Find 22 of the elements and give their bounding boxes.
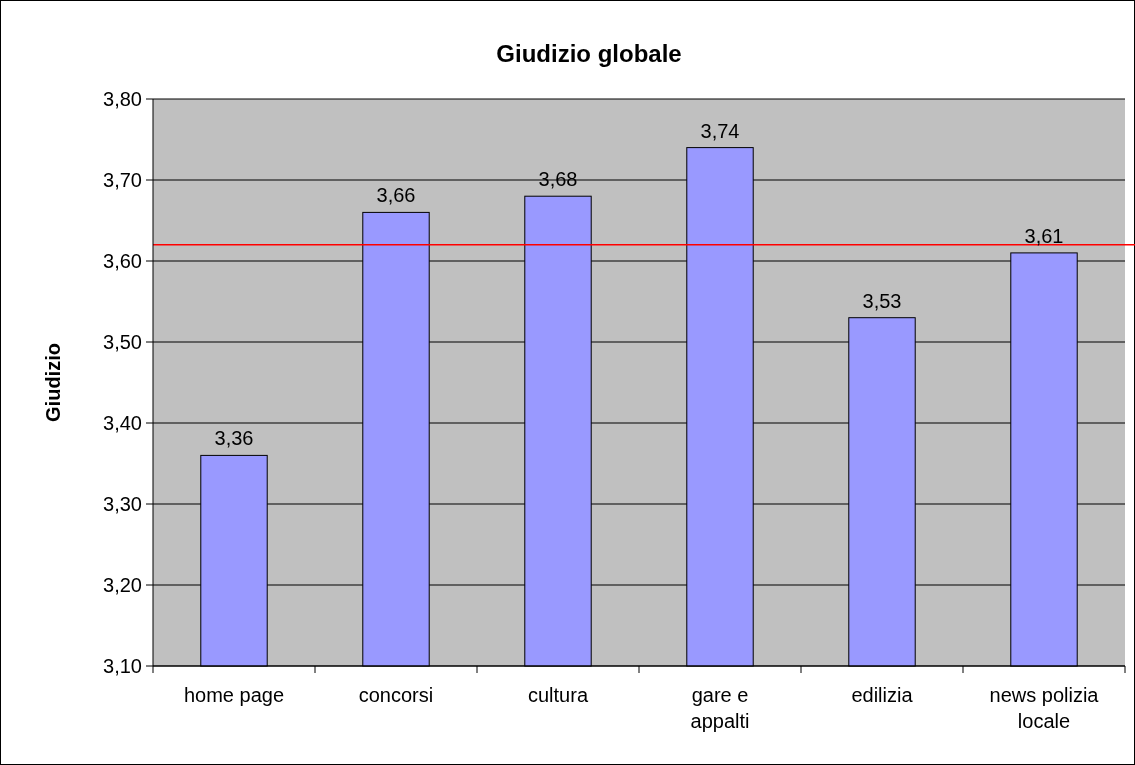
data-label: 3,66 bbox=[376, 184, 416, 207]
data-label: 3,61 bbox=[1024, 224, 1064, 247]
y-tick-label: 3,70 bbox=[103, 169, 142, 191]
y-tick-label: 3,80 bbox=[103, 88, 142, 110]
data-label: 3,68 bbox=[538, 168, 578, 191]
data-label: 3,53 bbox=[862, 289, 902, 312]
y-tick-label: 3,60 bbox=[103, 250, 142, 272]
y-tick-label: 3,20 bbox=[103, 574, 142, 596]
y-tick-label: 3,50 bbox=[103, 331, 142, 353]
y-axis-title: Giudizio bbox=[42, 343, 64, 422]
data-label: 3,36 bbox=[214, 427, 254, 450]
x-tick-label: edilizia bbox=[851, 684, 914, 706]
x-tick-label: news polizia locale bbox=[989, 684, 1100, 732]
x-tick-label: concorsi bbox=[358, 684, 434, 706]
chart-title: Giudizio globale bbox=[496, 40, 682, 67]
y-tick-label: 3,40 bbox=[103, 412, 142, 434]
y-tick-label: 3,30 bbox=[103, 493, 142, 515]
x-tick-label: gare e appalti bbox=[690, 684, 750, 732]
data-label: 3,74 bbox=[700, 119, 740, 142]
x-tick-label: cultura bbox=[527, 684, 589, 706]
x-tick-label: home page bbox=[183, 684, 285, 706]
y-tick-label: 3,10 bbox=[103, 655, 142, 677]
